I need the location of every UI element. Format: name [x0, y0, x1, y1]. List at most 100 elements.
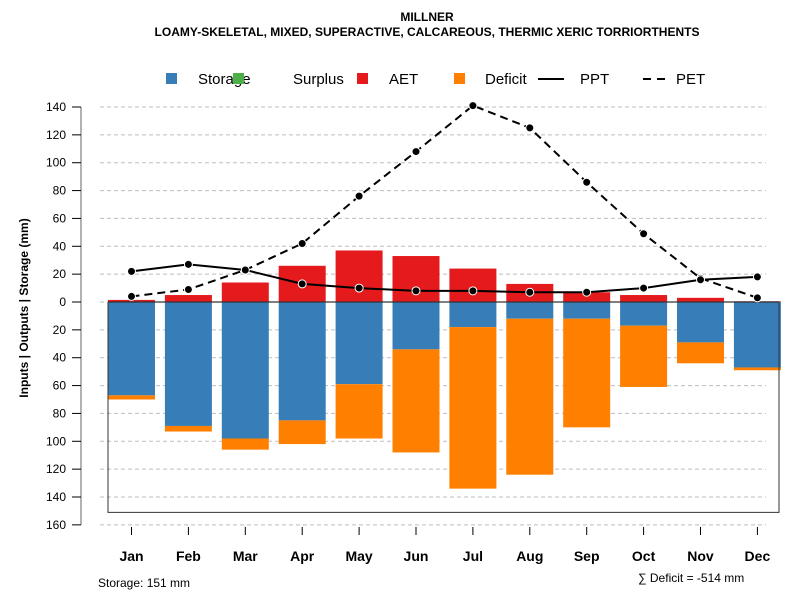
x-tick-label: Nov: [687, 548, 714, 564]
ppt-point: [525, 287, 535, 297]
storage-bar: [278, 302, 326, 421]
ppt-point: [752, 272, 762, 282]
y-tick-label: 140: [46, 490, 66, 504]
chart-title: MILLNER: [400, 10, 454, 24]
x-tick-label: Sep: [574, 548, 600, 564]
x-axis: Jan Feb Mar Apr May Jun Jul Aug Sep Oct Nov Dec: [119, 527, 770, 564]
x-tick-label: Apr: [290, 548, 315, 564]
x-tick-label: Jan: [119, 548, 143, 564]
ppt-point: [582, 287, 592, 297]
y-tick-label: 20: [53, 267, 67, 281]
legend-swatch-surplus: [233, 73, 244, 84]
deficit-sum-annotation: ∑ Deficit = -514 mm: [638, 571, 744, 585]
pet-point: [411, 147, 421, 157]
pet-point: [752, 293, 762, 303]
y-tick-label: 80: [53, 406, 67, 420]
deficit-bar: [335, 384, 383, 439]
legend-label-deficit: Deficit: [485, 71, 528, 88]
aet-bar: [449, 268, 497, 302]
y-tick-label: 40: [53, 239, 67, 253]
y-tick-label: 40: [53, 351, 67, 365]
pet-point: [468, 101, 478, 111]
legend-label-ppt: PPT: [580, 71, 609, 88]
storage-bar: [108, 302, 155, 396]
deficit-bar: [392, 349, 440, 453]
aet-bar: [677, 297, 724, 302]
bars: [108, 250, 781, 489]
ppt-point: [696, 275, 705, 285]
x-tick-label: Jul: [463, 548, 483, 564]
storage-bar: [392, 302, 440, 350]
storage-capacity-outline: [107, 302, 780, 513]
pet-point: [582, 177, 592, 187]
ppt-point: [183, 259, 193, 269]
legend-label-surplus: Surplus: [293, 71, 344, 88]
x-tick-label: Aug: [516, 548, 543, 564]
pet-point: [297, 239, 307, 248]
ppt-point: [468, 286, 478, 296]
pet-line: [131, 104, 758, 299]
pet-point: [127, 291, 136, 301]
legend-swatch-aet: [357, 73, 368, 84]
lines: [127, 101, 762, 303]
y-axis-label: Inputs | Outputs | Storage (mm): [17, 218, 31, 397]
aet-bar: [108, 299, 155, 302]
x-tick-label: Oct: [632, 548, 656, 564]
storage-annotation: Storage: 151 mm: [98, 576, 190, 590]
x-tick-label: Mar: [233, 548, 258, 564]
x-tick-label: Jun: [404, 548, 429, 564]
ppt-point: [354, 283, 364, 293]
pet-point: [525, 123, 535, 133]
deficit-bar: [221, 438, 269, 450]
y-axis: 140 120 100 80 60 40 20 0 20 40 60 80 100 120 140 160: [46, 100, 82, 532]
storage-bar: [164, 302, 212, 426]
y-tick-label: 60: [53, 379, 67, 393]
y-tick-label: 60: [53, 211, 67, 225]
storage-bar: [733, 302, 781, 368]
legend-swatch-deficit: [454, 73, 465, 84]
chart-subtitle: LOAMY-SKELETAL, MIXED, SUPERACTIVE, CALC…: [155, 25, 700, 39]
legend-swatch-storage: [166, 73, 177, 84]
pet-point: [639, 229, 649, 239]
ppt-point: [411, 286, 421, 296]
deficit-bar: [677, 342, 724, 364]
y-tick-label: 100: [46, 156, 66, 170]
x-tick-label: Dec: [745, 548, 771, 564]
legend: Storage Surplus AET Deficit PPT PET: [166, 71, 705, 88]
y-tick-label: 100: [46, 434, 66, 448]
ppt-line: [131, 263, 758, 294]
y-tick-label: 20: [53, 323, 67, 337]
ppt-point: [297, 279, 307, 289]
deficit-bar: [620, 325, 668, 387]
y-tick-label: 80: [53, 184, 67, 198]
aet-bar: [620, 295, 668, 302]
aet-bar: [164, 295, 212, 302]
y-tick-label: 160: [46, 518, 66, 532]
y-tick-label: 140: [46, 100, 66, 114]
storage-capacity-box: [107, 302, 780, 513]
aet-bar: [563, 292, 611, 302]
deficit-bar: [278, 420, 326, 445]
storage-bar: [221, 302, 269, 439]
ppt-point: [240, 265, 250, 275]
deficit-bar: [733, 367, 781, 371]
deficit-bar: [449, 327, 497, 489]
x-tick-label: May: [345, 548, 372, 564]
deficit-bar: [506, 318, 554, 475]
legend-label-aet: AET: [389, 71, 418, 88]
y-tick-label: 120: [46, 462, 66, 476]
aet-bar: [335, 250, 383, 302]
y-tick-label: 0: [59, 295, 66, 309]
storage-bar: [563, 302, 611, 319]
deficit-bar: [108, 395, 155, 400]
aet-bar: [221, 282, 269, 302]
storage-bar: [335, 302, 383, 385]
x-tick-label: Feb: [176, 548, 201, 564]
storage-bar: [620, 302, 668, 326]
pet-point: [183, 284, 193, 294]
deficit-bar: [563, 318, 611, 428]
storage-bar: [677, 302, 724, 343]
legend-label-pet: PET: [676, 71, 705, 88]
storage-bar: [506, 302, 554, 319]
